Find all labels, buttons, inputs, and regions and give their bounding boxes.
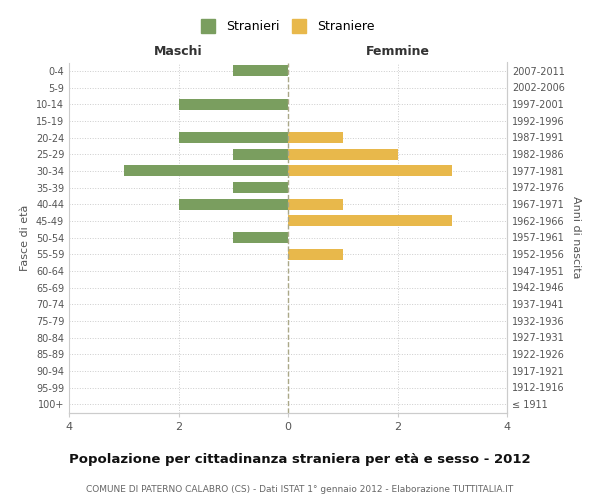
- Bar: [233, 232, 288, 243]
- Text: COMUNE DI PATERNO CALABRO (CS) - Dati ISTAT 1° gennaio 2012 - Elaborazione TUTTI: COMUNE DI PATERNO CALABRO (CS) - Dati IS…: [86, 485, 514, 494]
- Legend: Stranieri, Straniere: Stranieri, Straniere: [201, 20, 375, 34]
- Bar: [179, 132, 288, 143]
- Bar: [179, 98, 288, 110]
- Text: Maschi: Maschi: [154, 44, 203, 58]
- Bar: [288, 248, 343, 260]
- Bar: [288, 148, 398, 160]
- Text: Popolazione per cittadinanza straniera per età e sesso - 2012: Popolazione per cittadinanza straniera p…: [69, 452, 531, 466]
- Bar: [288, 132, 343, 143]
- Bar: [179, 198, 288, 209]
- Bar: [233, 66, 288, 76]
- Text: Femmine: Femmine: [365, 44, 430, 58]
- Bar: [288, 216, 452, 226]
- Bar: [288, 198, 343, 209]
- Bar: [233, 182, 288, 193]
- Bar: [124, 166, 288, 176]
- Bar: [288, 166, 452, 176]
- Y-axis label: Fasce di età: Fasce di età: [20, 204, 30, 270]
- Bar: [233, 148, 288, 160]
- Y-axis label: Anni di nascita: Anni di nascita: [571, 196, 581, 278]
